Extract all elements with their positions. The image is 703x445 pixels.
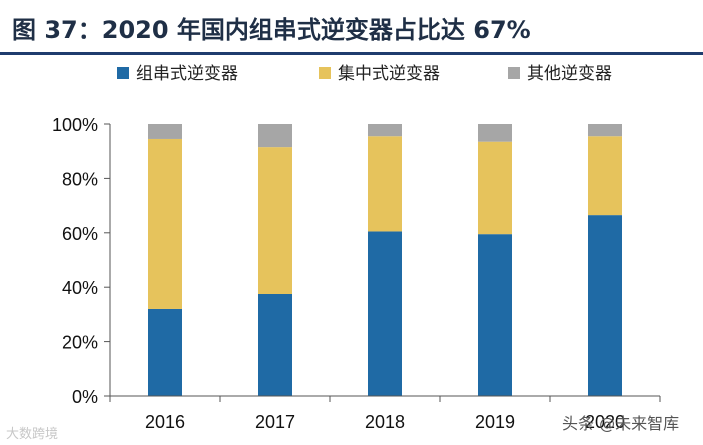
chart-title: 图 37：2020 年国内组串式逆变器占比达 67% [12, 16, 531, 44]
bar-2020-series-2 [588, 136, 622, 216]
x-axis: 2016 2017 2018 2019 2020 [109, 395, 661, 432]
bar-2020-series-3 [588, 124, 622, 137]
bar-2018-series-2 [368, 136, 402, 232]
legend-label-2: 集中式逆变器 [338, 64, 440, 84]
bar-2017-series-1 [258, 294, 292, 396]
y-tick-label: 0% [72, 387, 98, 407]
bar-2017-series-2 [258, 147, 292, 294]
y-tick-label: 40% [62, 278, 98, 298]
bar-2018-series-1 [368, 231, 402, 396]
bar-2016-series-2 [148, 138, 182, 309]
bar-2019-series-1 [478, 234, 512, 396]
legend-label-1: 组串式逆变器 [136, 64, 238, 84]
bar-2017-series-3 [258, 124, 292, 148]
legend-swatch-3 [508, 67, 520, 79]
watermark-right: 头条 @未来智库 [562, 414, 680, 433]
title-divider [0, 52, 703, 55]
watermark-left: 大数跨境 [6, 427, 59, 442]
legend-swatch-1 [117, 67, 129, 79]
x-tick-label-2017: 2017 [255, 412, 295, 432]
y-tick-label: 60% [62, 224, 98, 244]
bar-2016-series-1 [148, 308, 182, 396]
bar-2018-series-3 [368, 124, 402, 137]
x-tick-label-2018: 2018 [365, 412, 405, 432]
y-tick-label: 80% [62, 169, 98, 189]
bar-2016-series-3 [148, 124, 182, 139]
x-tick-label-2016: 2016 [145, 412, 185, 432]
y-tick-label: 100% [52, 115, 98, 135]
y-tick-label: 20% [62, 333, 98, 353]
legend-label-3: 其他逆变器 [527, 64, 612, 84]
x-tick-label-2019: 2019 [475, 412, 515, 432]
bar-2019-series-2 [478, 141, 512, 235]
bar-2020-series-1 [588, 215, 622, 396]
bar-2019-series-3 [478, 124, 512, 142]
legend: 组串式逆变器 集中式逆变器 其他逆变器 [117, 64, 612, 84]
x-tick-label-2020: 2020 [585, 412, 625, 432]
y-axis: 0% 20% 40% 60% 80% 100% [52, 115, 111, 407]
bars [148, 124, 622, 396]
legend-swatch-2 [319, 67, 331, 79]
